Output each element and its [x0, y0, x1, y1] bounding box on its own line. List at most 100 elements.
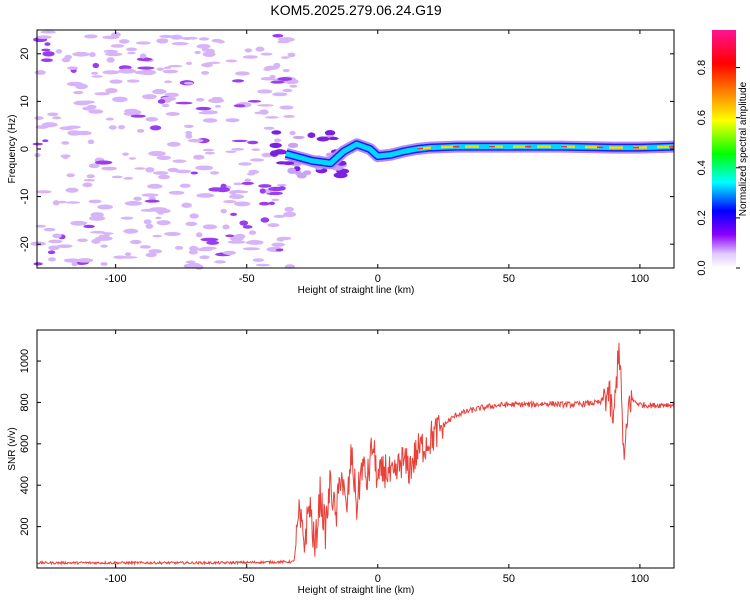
- spectrogram-noise-blob: [174, 169, 192, 174]
- spectrogram-noise-blob: [100, 244, 108, 248]
- spectrogram-noise-blob: [251, 148, 261, 151]
- spectrogram-ridge-mid: [285, 141, 675, 166]
- spectrogram-noise-blob: [199, 255, 210, 260]
- spectrogram-noise-blob: [264, 116, 279, 119]
- spectrogram-noise-blob: [136, 57, 153, 62]
- spectrogram-noise-blob: [196, 43, 211, 49]
- spectrogram-noise-blob: [118, 39, 130, 44]
- spectrogram-noise-blob: [102, 70, 120, 75]
- colorbar-ticks: 0.0 0.2 0.4 0.6 0.8: [696, 60, 740, 276]
- spectrogram-noise-blob: [94, 92, 111, 96]
- spectrogram-noise-blob: [193, 154, 205, 160]
- spectrogram-noise-blob: [105, 88, 118, 94]
- spectrogram-noise-blob: [277, 40, 290, 44]
- spectrogram-x-tick-label: -50: [239, 273, 255, 285]
- spectrogram-noise-blob: [129, 239, 142, 245]
- spectrogram-noise-blob: [89, 230, 106, 234]
- spectrogram-noise-blob: [181, 202, 192, 208]
- spectrogram-noise-blob: [61, 141, 70, 145]
- spectrogram-noise-blob: [144, 199, 160, 203]
- spectrogram-noise-blob: [195, 106, 212, 111]
- spectrogram-noise-blob: [88, 109, 104, 114]
- spectrogram-noise-blob: [148, 150, 166, 157]
- spectrogram-noise-blob: [120, 216, 134, 220]
- spectrogram-noise-blob: [202, 118, 218, 123]
- spectrogram-noise-blob: [137, 66, 155, 70]
- spectrogram-noise-blob: [156, 38, 169, 44]
- spectrogram-noise-blob: [156, 67, 165, 71]
- spectrogram-noise-blob: [202, 224, 218, 230]
- spectrogram-noise-blob: [272, 33, 284, 38]
- spectrogram-noise-blob: [164, 92, 179, 98]
- spectrogram-noise-blob: [157, 174, 171, 180]
- spectrogram-y-label: Frequency (Hz): [7, 115, 18, 184]
- spectrogram-noise-blob: [282, 161, 295, 166]
- spectrogram-noise-blob: [71, 261, 78, 267]
- spectrogram-noise-blob: [261, 152, 273, 158]
- snr-y-tick-label: 200: [19, 517, 31, 535]
- spectrogram-noise-blob: [214, 260, 226, 264]
- snr-x-tick-label: -100: [105, 573, 127, 585]
- colorbar-tick-label: 0.2: [696, 210, 708, 225]
- spectrogram-noise-blob: [273, 62, 281, 69]
- snr-marks: [36, 342, 675, 566]
- spectrogram-noise-blob: [278, 186, 286, 191]
- spectrogram-noise-blob: [103, 49, 118, 54]
- snr-y-tick-label: 400: [19, 476, 31, 494]
- colorbar-tick-label: 0.4: [696, 160, 708, 175]
- spectrogram-noise-blob: [225, 150, 237, 153]
- spectrogram-noise-blob: [247, 140, 259, 145]
- spectrogram-x-ticks: -100 -50 0 50 100: [105, 30, 649, 285]
- spectrogram-noise-blob: [234, 201, 251, 207]
- spectrogram-noise-blob: [170, 34, 183, 40]
- spectrogram-noise-blob: [259, 188, 266, 194]
- spectrogram-noise-blob: [189, 245, 199, 252]
- spectrogram-noise-blob: [33, 262, 43, 266]
- spectrogram-noise-blob: [34, 70, 46, 75]
- spectrogram-noise-blob: [76, 258, 94, 263]
- spectrogram-noise-blob: [269, 150, 279, 157]
- spectrogram-noise-blob: [303, 170, 312, 176]
- snr-x-ticks: -100 -50 0 50 100: [105, 330, 649, 585]
- spectrogram-noise-blob: [100, 262, 108, 266]
- spectrogram-marks: [30, 30, 675, 270]
- spectrogram-noise-blob: [231, 139, 248, 143]
- spectrogram-noise-blob: [118, 68, 137, 74]
- spectrogram-noise-blob: [164, 80, 173, 84]
- spectrogram-noise-blob: [196, 247, 213, 252]
- spectrogram-noise-blob: [152, 88, 167, 95]
- spectrogram-noise-blob: [185, 133, 193, 139]
- spectrogram-noise-blob: [145, 167, 155, 173]
- spectrogram-noise-blob: [126, 47, 138, 52]
- spectrogram-noise-blob: [273, 214, 286, 218]
- snr-y-ticks: 200 400 600 800 1000: [19, 349, 674, 536]
- spectrogram-noise-blob: [187, 138, 204, 143]
- snr-panel: -100 -50 0 50 100 200 400 600 800 1000 Height of…: [7, 329, 675, 596]
- spectrogram-ridge-peak: [417, 145, 675, 150]
- spectrogram-noise-blob: [105, 117, 115, 121]
- spectrogram-noise-blob: [195, 165, 214, 171]
- spectrogram-noise-blob: [83, 178, 96, 182]
- spectrogram-noise-blob: [166, 141, 181, 147]
- spectrogram-noise-blob: [127, 109, 142, 115]
- spectrogram-noise-blob: [283, 115, 296, 118]
- spectrogram-noise-blob: [179, 183, 191, 188]
- spectrogram-noise-blob: [257, 89, 273, 94]
- spectrogram-noise-blob: [52, 116, 62, 120]
- spectrogram-noise-blob: [259, 201, 270, 206]
- spectrogram-noise-blob: [88, 199, 102, 204]
- colorbar-tick-label: 0.6: [696, 110, 708, 125]
- spectrogram-noise-blob: [275, 248, 284, 252]
- spectrogram-noise-blob: [260, 77, 276, 81]
- spectrogram-noise-blob: [222, 224, 230, 230]
- spectrogram-noise-blob: [172, 159, 187, 163]
- spectrogram-noise-blob: [67, 130, 82, 136]
- spectrogram-noise-blob: [316, 136, 330, 142]
- spectrogram-noise-blob: [200, 237, 219, 242]
- spectrogram-noise-blob: [223, 200, 237, 204]
- spectrogram-noise-blob: [124, 201, 143, 206]
- spectrogram-noise-blob: [88, 163, 100, 169]
- spectrogram-noise-blob: [73, 100, 91, 106]
- spectrogram-noise-blob: [202, 148, 215, 152]
